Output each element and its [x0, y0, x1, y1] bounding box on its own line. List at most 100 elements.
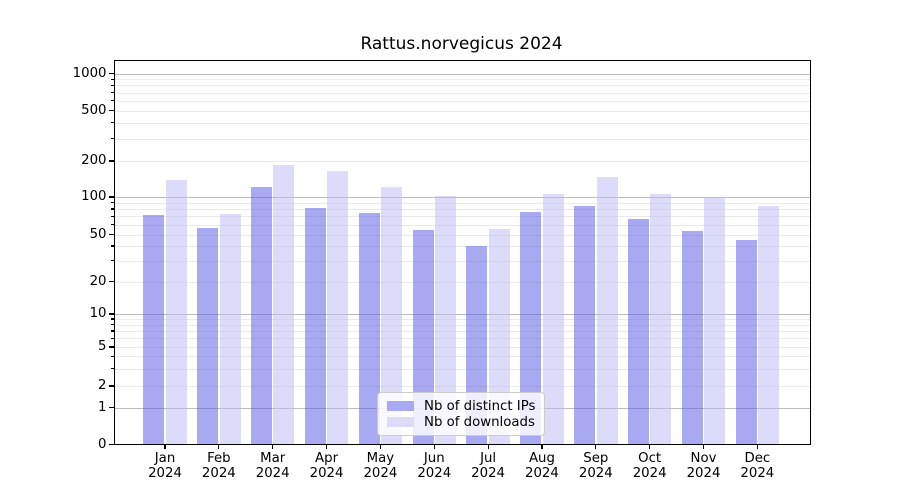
x-label-year: 2024: [740, 465, 775, 481]
x-label-month: Dec: [744, 451, 771, 466]
gridline-minor: [113, 216, 811, 218]
y-tick-label: 50: [89, 226, 107, 242]
gridline-minor: [113, 347, 811, 348]
y-tick-minor: [110, 224, 114, 226]
x-tick-label: Feb 2024: [188, 451, 250, 481]
y-tick-major: [108, 72, 114, 75]
y-tick-minor: [110, 318, 114, 320]
y-tick-label: 0: [98, 436, 107, 452]
y-tick-minor: [110, 368, 114, 370]
y-tick-major: [108, 346, 114, 348]
x-tick: [541, 444, 543, 449]
y-tick-minor: [110, 330, 114, 332]
x-label-month: Apr: [315, 451, 339, 466]
y-tick-major: [108, 233, 114, 236]
x-tick: [272, 444, 274, 449]
y-tick-label: 5: [98, 339, 107, 354]
x-tick: [379, 444, 381, 449]
x-tick-label: Aug 2024: [511, 451, 573, 481]
y-tick-major: [108, 313, 114, 315]
y-tick-minor: [110, 138, 114, 140]
bar-downloads-jan: [165, 179, 187, 445]
bar-distinct-ips-aug: [520, 211, 542, 445]
x-label-year: 2024: [525, 465, 559, 481]
bar-distinct-ips-nov: [681, 231, 703, 445]
y-tick-label: 20: [89, 273, 107, 289]
gridline-minor: [113, 202, 811, 204]
y-tick-minor: [110, 337, 114, 339]
x-tick: [218, 444, 220, 449]
gridline-minor: [113, 161, 811, 162]
bar-downloads-oct: [650, 194, 672, 445]
gridline-minor: [113, 245, 811, 247]
bar-downloads-jul: [488, 229, 510, 445]
x-label-month: May: [366, 451, 395, 466]
y-tick-major: [108, 160, 114, 162]
y-tick-minor: [110, 355, 114, 358]
gridline-minor: [113, 338, 811, 340]
y-tick-minor: [110, 202, 114, 204]
gridline-major: [113, 197, 811, 198]
x-label-year: 2024: [148, 465, 182, 481]
x-tick-label: Jan 2024: [134, 451, 196, 481]
gridline-minor: [113, 324, 811, 326]
legend-item-downloads: Nb of downloads: [387, 415, 536, 430]
y-tick-major: [108, 406, 114, 409]
x-tick-label: Jun 2024: [403, 451, 465, 481]
x-label-year: 2024: [632, 465, 667, 481]
y-tick-minor: [110, 208, 114, 210]
x-label-month: Oct: [638, 451, 662, 466]
bar-downloads-feb: [219, 214, 241, 445]
x-tick: [756, 444, 758, 449]
y-tick-label: 1000: [72, 65, 107, 81]
bar-distinct-ips-mar: [251, 186, 272, 445]
x-tick: [595, 444, 597, 449]
bar-downloads-sep: [596, 176, 618, 445]
y-tick-label: 10: [89, 306, 107, 321]
y-tick-minor: [110, 91, 114, 94]
bar-distinct-ips-dec: [735, 239, 757, 445]
legend-swatch-distinct-ips: [387, 400, 414, 412]
y-tick-label: 500: [81, 102, 107, 118]
bar-downloads-mar: [273, 165, 295, 445]
x-label-year: 2024: [686, 465, 721, 481]
x-tick: [487, 444, 489, 449]
x-tick: [702, 444, 705, 449]
y-tick-minor: [110, 260, 114, 262]
gridline-minor: [113, 209, 811, 211]
x-label-month: Jul: [480, 451, 497, 466]
x-tick-label: Jul 2024: [457, 451, 519, 481]
y-tick-label: 200: [81, 153, 107, 168]
gridline-minor: [113, 234, 811, 236]
x-tick: [433, 444, 435, 449]
bar-downloads-dec: [758, 205, 780, 445]
gridline-major: [113, 73, 811, 75]
legend-item-distinct-ips: Nb of distinct IPs: [387, 399, 536, 414]
y-tick-minor: [110, 324, 114, 326]
x-label-year: 2024: [417, 465, 452, 481]
y-tick-major: [108, 443, 114, 446]
x-label-year: 2024: [471, 465, 506, 481]
y-tick-major: [108, 385, 114, 387]
x-tick-label: Mar 2024: [242, 451, 304, 481]
x-label-month: Aug: [528, 451, 555, 466]
y-tick-label: 1: [98, 399, 107, 415]
gridline-minor: [113, 110, 811, 112]
legend: Nb of distinct IPs Nb of downloads: [377, 392, 545, 436]
bar-distinct-ips-jan: [143, 214, 165, 445]
x-tick-label: Nov 2024: [673, 451, 735, 481]
x-label-month: Mar: [260, 451, 286, 466]
y-tick-minor: [110, 78, 114, 80]
x-label-month: Jan: [154, 451, 176, 466]
y-tick-label: 100: [81, 189, 107, 204]
y-tick-label: 2: [98, 378, 107, 393]
y-tick-minor: [110, 245, 114, 247]
x-label-month: Feb: [207, 451, 231, 466]
y-tick-minor: [110, 100, 114, 102]
gridline-minor: [113, 92, 811, 94]
bar-distinct-ips-apr: [304, 208, 326, 445]
y-tick-minor: [110, 215, 114, 217]
chart-title: Rattus.norvegicus 2024: [360, 34, 563, 54]
gridline-minor: [113, 330, 811, 332]
